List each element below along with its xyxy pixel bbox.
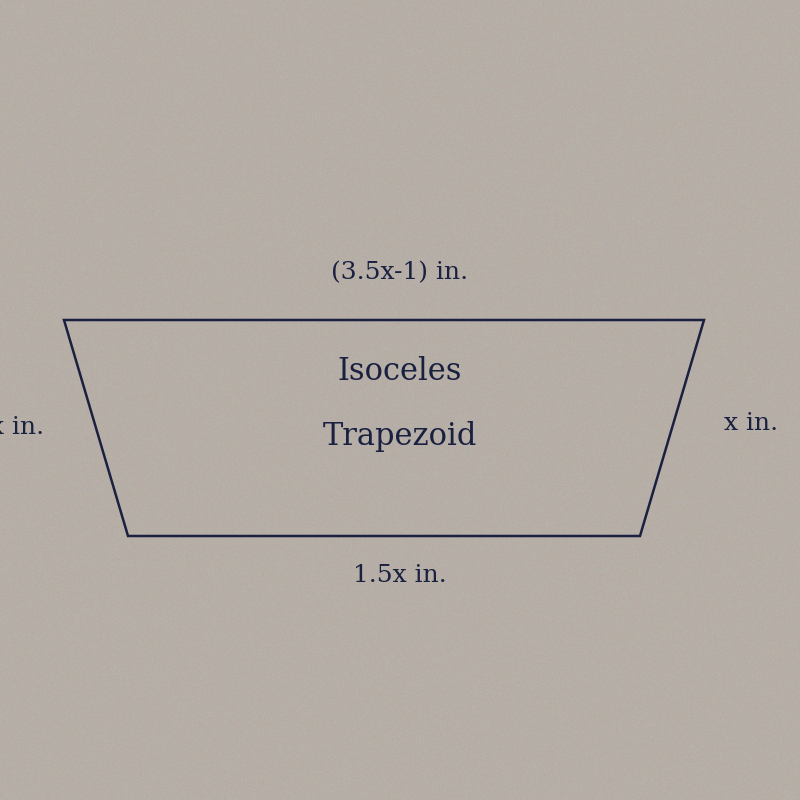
Text: 1.5x in.: 1.5x in. [353, 564, 447, 587]
Text: x in.: x in. [0, 417, 44, 439]
Text: Trapezoid: Trapezoid [323, 421, 477, 451]
Text: x in.: x in. [724, 413, 778, 435]
Text: Isoceles: Isoceles [338, 357, 462, 387]
Text: (3.5x-1) in.: (3.5x-1) in. [331, 261, 469, 284]
